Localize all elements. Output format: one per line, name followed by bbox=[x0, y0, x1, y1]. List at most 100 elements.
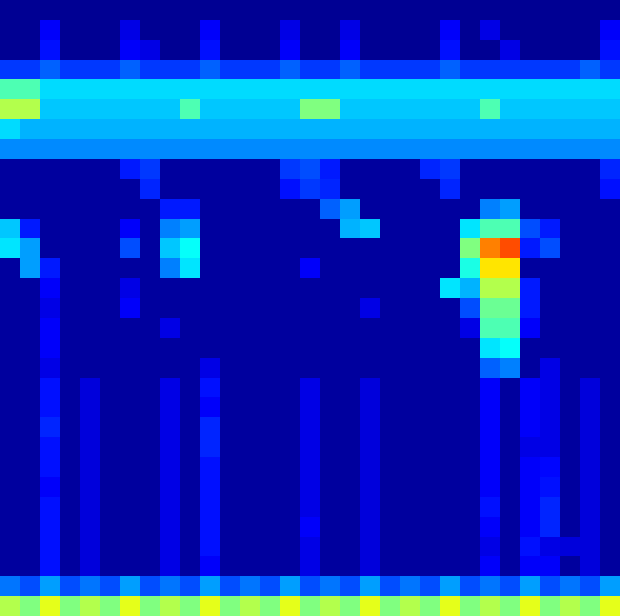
heatmap-cell bbox=[460, 497, 481, 517]
heatmap-cell bbox=[280, 477, 301, 497]
heatmap-cell bbox=[360, 119, 381, 139]
heatmap-cell bbox=[240, 258, 261, 278]
heatmap-cell bbox=[400, 258, 421, 278]
heatmap-cell bbox=[380, 338, 401, 358]
heatmap-cell bbox=[460, 179, 481, 199]
heatmap-cell bbox=[200, 397, 221, 417]
heatmap-cell bbox=[80, 556, 101, 576]
heatmap-cell bbox=[320, 139, 341, 159]
heatmap-cell bbox=[540, 318, 561, 338]
heatmap-cell bbox=[180, 119, 201, 139]
heatmap-cell bbox=[440, 119, 461, 139]
heatmap-cell bbox=[560, 179, 581, 199]
heatmap-cell bbox=[140, 60, 161, 80]
heatmap-cell bbox=[480, 477, 501, 497]
heatmap-cell bbox=[380, 199, 401, 219]
heatmap-cell bbox=[400, 537, 421, 557]
heatmap-cell bbox=[20, 179, 41, 199]
heatmap-cell bbox=[140, 576, 161, 596]
heatmap-cell bbox=[560, 437, 581, 457]
heatmap-cell bbox=[220, 20, 241, 40]
heatmap-cell bbox=[140, 238, 161, 258]
heatmap-cell bbox=[320, 437, 341, 457]
heatmap-cell bbox=[520, 318, 541, 338]
heatmap-cell bbox=[580, 219, 601, 239]
plot-area bbox=[0, 0, 620, 616]
heatmap-cell bbox=[540, 60, 561, 80]
heatmap-cell bbox=[460, 60, 481, 80]
heatmap-cell bbox=[160, 298, 181, 318]
heatmap-cell bbox=[60, 20, 81, 40]
heatmap-cell bbox=[260, 179, 281, 199]
heatmap-cell bbox=[60, 219, 81, 239]
heatmap-cell bbox=[540, 417, 561, 437]
heatmap-cell bbox=[560, 159, 581, 179]
heatmap-cell bbox=[420, 119, 441, 139]
heatmap-cell bbox=[600, 219, 620, 239]
heatmap-cell bbox=[280, 576, 301, 596]
heatmap-cell bbox=[20, 358, 41, 378]
heatmap-cell bbox=[320, 238, 341, 258]
heatmap-cell bbox=[140, 358, 161, 378]
heatmap-cell bbox=[500, 0, 521, 20]
heatmap-cell bbox=[320, 179, 341, 199]
heatmap-cell bbox=[600, 596, 620, 616]
heatmap-cell bbox=[40, 258, 61, 278]
heatmap-cell bbox=[560, 20, 581, 40]
heatmap-cell bbox=[60, 318, 81, 338]
heatmap-cell bbox=[480, 278, 501, 298]
heatmap-cell bbox=[400, 378, 421, 398]
heatmap-cell bbox=[20, 238, 41, 258]
heatmap-cell bbox=[120, 258, 141, 278]
heatmap-cell bbox=[440, 358, 461, 378]
heatmap-cell bbox=[500, 378, 521, 398]
heatmap-cell bbox=[120, 159, 141, 179]
heatmap-cell bbox=[40, 60, 61, 80]
heatmap-cell bbox=[380, 358, 401, 378]
heatmap-cell bbox=[120, 358, 141, 378]
heatmap-cell bbox=[120, 417, 141, 437]
heatmap-cell bbox=[600, 457, 620, 477]
heatmap-cell bbox=[420, 179, 441, 199]
heatmap-cell bbox=[460, 99, 481, 119]
heatmap-cell bbox=[0, 199, 21, 219]
heatmap-cell bbox=[540, 338, 561, 358]
heatmap-cell bbox=[160, 20, 181, 40]
heatmap-cell bbox=[560, 556, 581, 576]
heatmap-cell bbox=[20, 20, 41, 40]
heatmap-cell bbox=[200, 417, 221, 437]
heatmap-cell bbox=[440, 139, 461, 159]
heatmap-cell bbox=[560, 258, 581, 278]
heatmap-cell bbox=[160, 238, 181, 258]
heatmap-cell bbox=[20, 199, 41, 219]
heatmap-cell bbox=[380, 219, 401, 239]
heatmap-cell bbox=[160, 119, 181, 139]
heatmap-cell bbox=[400, 0, 421, 20]
heatmap-cell bbox=[40, 278, 61, 298]
heatmap-cell bbox=[520, 159, 541, 179]
heatmap-cell bbox=[120, 318, 141, 338]
heatmap-cell bbox=[520, 278, 541, 298]
heatmap-cell bbox=[100, 0, 121, 20]
heatmap-cell bbox=[60, 497, 81, 517]
heatmap-cell bbox=[420, 219, 441, 239]
heatmap-cell bbox=[480, 139, 501, 159]
heatmap-cell bbox=[380, 278, 401, 298]
heatmap-cell bbox=[360, 79, 381, 99]
heatmap-cell bbox=[440, 159, 461, 179]
heatmap-cell bbox=[500, 556, 521, 576]
heatmap-cell bbox=[80, 517, 101, 537]
heatmap-cell bbox=[380, 258, 401, 278]
heatmap-cell bbox=[500, 576, 521, 596]
heatmap-cell bbox=[400, 417, 421, 437]
heatmap-cell bbox=[400, 576, 421, 596]
heatmap-cell bbox=[240, 417, 261, 437]
heatmap-cell bbox=[160, 338, 181, 358]
heatmap-cell bbox=[380, 497, 401, 517]
heatmap-cell bbox=[420, 497, 441, 517]
heatmap-cell bbox=[220, 199, 241, 219]
heatmap-cell bbox=[220, 338, 241, 358]
heatmap-cell bbox=[600, 60, 620, 80]
heatmap-cell bbox=[40, 457, 61, 477]
heatmap-cell bbox=[520, 20, 541, 40]
